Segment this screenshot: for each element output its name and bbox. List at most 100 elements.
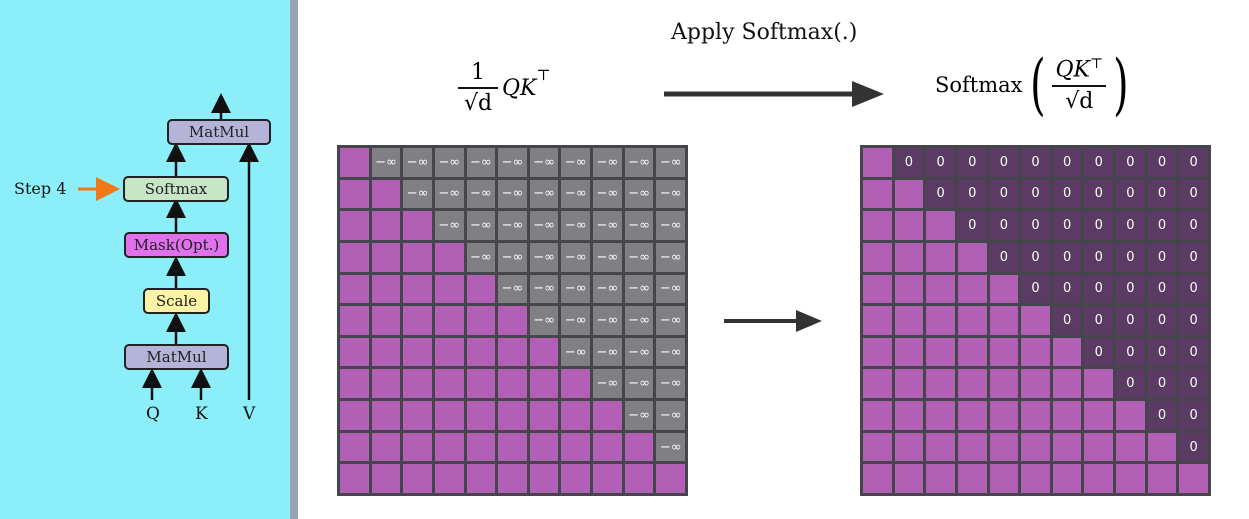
softmax-block: Softmax — [123, 176, 229, 202]
eq-right-func: Softmax — [935, 73, 1023, 97]
softmax-matrix-unmasked-cell — [926, 432, 955, 462]
eq-left-sup: ⊤ — [536, 66, 551, 84]
score-matrix-unmasked-cell — [371, 274, 401, 304]
score-matrix-unmasked-cell — [371, 179, 401, 209]
softmax-matrix-masked-cell: 0 — [1084, 148, 1114, 177]
score-matrix-masked-cell: −∞ — [593, 148, 622, 177]
softmax-matrix-unmasked-cell — [957, 401, 987, 430]
equation-right: Softmax ( QK⊤ √d ) — [935, 46, 1129, 123]
score-matrix-masked-cell: −∞ — [371, 148, 401, 177]
softmax-matrix-masked-cell: 0 — [1084, 242, 1114, 272]
softmax-matrix-unmasked-cell — [957, 369, 987, 399]
softmax-matrix-masked-cell: 0 — [1021, 211, 1050, 240]
score-matrix-unmasked-cell — [561, 464, 591, 493]
score-matrix-unmasked-cell — [403, 464, 432, 493]
score-matrix-unmasked-cell — [434, 464, 464, 493]
softmax-matrix-masked-cell: 0 — [957, 211, 987, 240]
score-matrix-masked-cell: −∞ — [656, 432, 685, 462]
score-matrix-unmasked-cell — [561, 369, 591, 399]
score-matrix-masked-cell: −∞ — [498, 274, 527, 304]
score-matrix-unmasked-cell — [403, 211, 432, 240]
softmax-matrix-unmasked-cell — [1021, 432, 1050, 462]
score-matrix-masked-cell: −∞ — [529, 148, 559, 177]
score-matrix-unmasked-cell — [529, 401, 559, 430]
score-matrix-masked-cell: −∞ — [434, 179, 464, 209]
score-matrix-unmasked-cell — [340, 464, 369, 493]
score-matrix-masked-cell: −∞ — [656, 306, 685, 335]
softmax-matrix-unmasked-cell — [957, 274, 987, 304]
score-matrix-unmasked-cell — [466, 464, 496, 493]
softmax-matrix-masked-cell: 0 — [1179, 337, 1208, 367]
softmax-matrix-unmasked-cell — [1052, 337, 1082, 367]
softmax-matrix-unmasked-cell — [863, 464, 892, 493]
softmax-matrix-unmasked-cell — [989, 337, 1019, 367]
mask-block: Mask(Opt.) — [124, 232, 229, 258]
softmax-matrix-masked-cell: 0 — [1147, 337, 1177, 367]
softmax-matrix-masked-cell: 0 — [1084, 306, 1114, 335]
softmax-matrix-unmasked-cell — [926, 306, 955, 335]
score-matrix-masked-cell: −∞ — [624, 306, 654, 335]
score-matrix-unmasked-cell — [371, 337, 401, 367]
score-matrix-unmasked-cell — [340, 306, 369, 335]
score-matrix-masked-cell: −∞ — [593, 242, 622, 272]
score-matrix-unmasked-cell — [371, 242, 401, 272]
score-matrix-unmasked-cell — [371, 464, 401, 493]
softmax-matrix-unmasked-cell — [1021, 464, 1050, 493]
softmax-matrix-unmasked-cell — [1084, 401, 1114, 430]
softmax-matrix-masked-cell: 0 — [1179, 179, 1208, 209]
softmax-matrix-unmasked-cell — [926, 464, 955, 493]
input-q: Q — [146, 404, 160, 424]
score-matrix-masked-cell: −∞ — [529, 211, 559, 240]
softmax-matrix-masked-cell: 0 — [1021, 242, 1050, 272]
score-matrix-unmasked-cell — [403, 306, 432, 335]
softmax-matrix-unmasked-cell — [863, 211, 892, 240]
apply-softmax-arrow — [664, 81, 884, 107]
score-matrix-masked-cell: −∞ — [593, 179, 622, 209]
softmax-matrix-unmasked-cell — [989, 274, 1019, 304]
softmax-matrix-unmasked-cell — [1052, 369, 1082, 399]
score-matrix-masked-cell: −∞ — [529, 242, 559, 272]
scale-block: Scale — [143, 288, 210, 314]
score-matrix-unmasked-cell — [434, 337, 464, 367]
score-matrix-masked-cell: −∞ — [561, 179, 591, 209]
softmax-matrix-masked-cell: 0 — [1147, 401, 1177, 430]
softmax-matrix-unmasked-cell — [863, 274, 892, 304]
score-matrix-masked-cell: −∞ — [466, 242, 496, 272]
softmax-matrix-unmasked-cell — [989, 306, 1019, 335]
score-matrix-masked-cell: −∞ — [593, 337, 622, 367]
score-matrix-unmasked-cell — [498, 464, 527, 493]
softmax-matrix-unmasked-cell — [926, 211, 955, 240]
softmax-matrix-unmasked-cell — [1084, 369, 1114, 399]
score-matrix-masked-cell: −∞ — [624, 274, 654, 304]
score-matrix-unmasked-cell — [434, 306, 464, 335]
softmax-matrix-masked-cell: 0 — [894, 148, 924, 177]
score-matrix-masked-cell: −∞ — [656, 274, 685, 304]
score-matrix-unmasked-cell — [403, 242, 432, 272]
softmax-matrix-unmasked-cell — [1021, 337, 1050, 367]
softmax-matrix-masked-cell: 0 — [1021, 148, 1050, 177]
softmax-matrix-masked-cell: 0 — [1052, 211, 1082, 240]
score-matrix-unmasked-cell — [593, 464, 622, 493]
softmax-matrix-unmasked-cell — [863, 148, 892, 177]
softmax-matrix-masked-cell: 0 — [1179, 242, 1208, 272]
score-matrix-unmasked-cell — [403, 369, 432, 399]
score-matrix-masked-cell: −∞ — [656, 242, 685, 272]
softmax-matrix-masked-cell: 0 — [1116, 337, 1145, 367]
score-matrix-unmasked-cell — [403, 401, 432, 430]
softmax-matrix-unmasked-cell — [1021, 401, 1050, 430]
softmax-matrix-masked-cell: 0 — [1116, 242, 1145, 272]
softmax-matrix-masked-cell: 0 — [1147, 148, 1177, 177]
score-matrix-masked-cell: −∞ — [529, 274, 559, 304]
attention-flow-panel — [0, 0, 290, 519]
softmax-matrix-unmasked-cell — [957, 464, 987, 493]
matmul-top-block: MatMul — [167, 119, 271, 145]
score-matrix-unmasked-cell — [466, 401, 496, 430]
score-matrix-unmasked-cell — [340, 401, 369, 430]
softmax-matrix-masked-cell: 0 — [1147, 274, 1177, 304]
score-matrix-unmasked-cell — [403, 274, 432, 304]
softmax-matrix-unmasked-cell — [863, 179, 892, 209]
softmax-matrix-unmasked-cell — [1052, 432, 1082, 462]
softmax-matrix-masked-cell: 0 — [1116, 211, 1145, 240]
softmax-matrix-masked-cell: 0 — [1052, 242, 1082, 272]
